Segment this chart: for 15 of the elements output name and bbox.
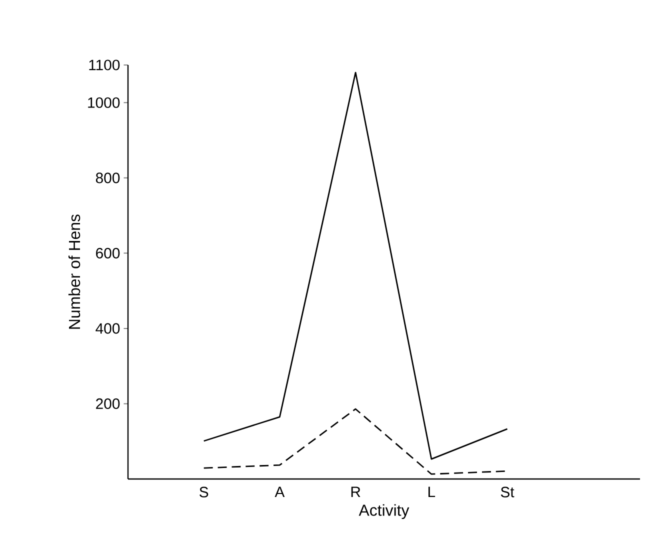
y-tick-label: 1100	[89, 60, 120, 70]
x-tick-label: St	[500, 486, 514, 498]
y-axis-title: Number of Hens	[68, 214, 80, 329]
line-series	[203, 72, 508, 460]
x-tick-label: L	[428, 486, 436, 498]
x-tick-label: A	[274, 486, 285, 498]
y-tick-label: 400	[96, 323, 120, 334]
line-series	[203, 408, 508, 475]
y-tick-label: 200	[96, 398, 120, 410]
x-tick-label: S	[200, 486, 208, 498]
y-tick-label: 1000	[88, 97, 120, 108]
y-tick-label: 800	[96, 172, 120, 184]
x-axis-title: Activity	[358, 504, 410, 520]
x-tick-label: R	[351, 486, 360, 498]
y-tick-label: 600	[96, 248, 120, 258]
